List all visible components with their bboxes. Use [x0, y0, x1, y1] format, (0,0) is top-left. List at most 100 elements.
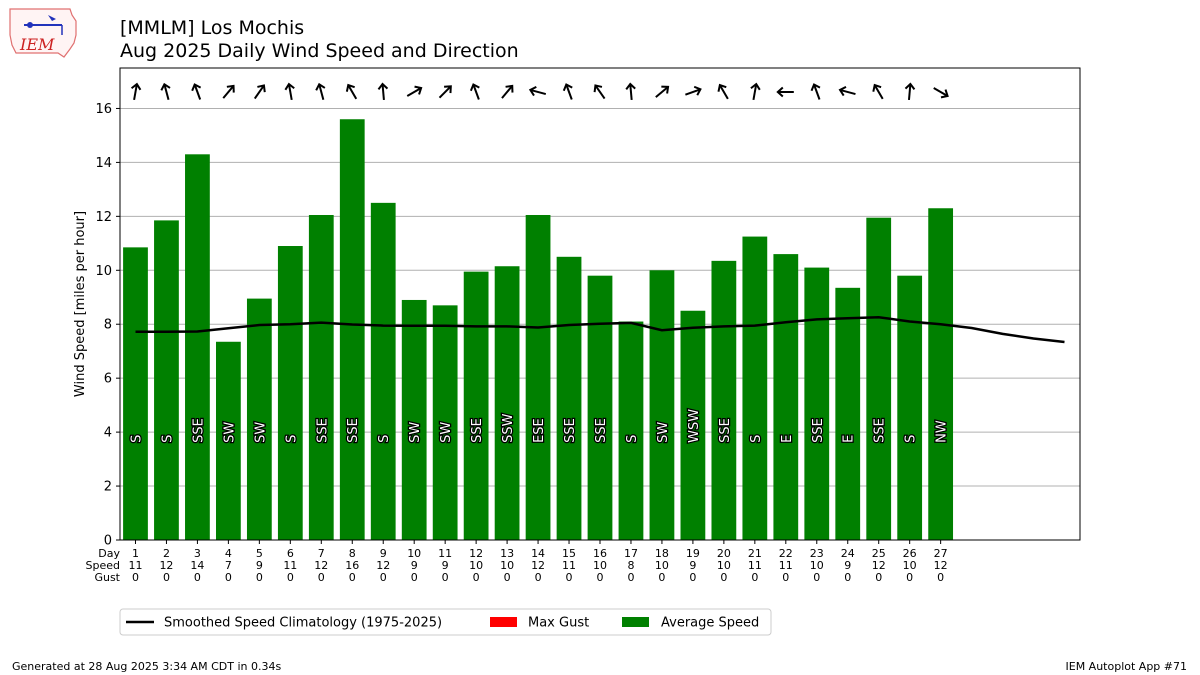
direction-label: SSW — [501, 413, 516, 443]
x-tick-speed: 11 — [283, 559, 297, 572]
avg-speed-bar — [773, 254, 799, 541]
direction-label: SW — [253, 422, 268, 443]
x-tick-gust: 0 — [937, 571, 944, 584]
x-tick-day: 18 — [655, 547, 669, 560]
x-tick-gust: 0 — [504, 571, 511, 584]
direction-label: SSE — [346, 418, 361, 443]
x-tick-day: 1 — [132, 547, 139, 560]
wind-arrow-icon — [501, 84, 514, 99]
direction-label: SSE — [191, 418, 206, 443]
x-tick-speed: 10 — [903, 559, 917, 572]
x-tick-gust: 0 — [194, 571, 201, 584]
x-tick-speed: 10 — [810, 559, 824, 572]
avg-speed-bar — [463, 271, 489, 540]
direction-label: SSE — [470, 418, 485, 443]
x-tick-gust: 0 — [535, 571, 542, 584]
x-tick-gust: 0 — [349, 571, 356, 584]
x-tick-speed: 16 — [345, 559, 359, 572]
x-tick-day: 25 — [872, 547, 886, 560]
wind-arrow-icon — [655, 85, 670, 98]
wind-arrow-icon — [345, 83, 358, 100]
wind-arrow-icon — [872, 83, 884, 100]
wind-arrow-icon — [810, 83, 821, 100]
x-tick-gust: 0 — [875, 571, 882, 584]
avg-speed-bar — [866, 217, 892, 541]
direction-label: SW — [408, 422, 423, 443]
y-tick-label: 0 — [104, 534, 112, 549]
x-tick-day: 24 — [841, 547, 855, 560]
x-tick-speed: 10 — [469, 559, 483, 572]
x-tick-day: 19 — [686, 547, 700, 560]
x-tick-speed: 10 — [655, 559, 669, 572]
avg-speed-bar — [835, 287, 861, 540]
x-tick-gust: 0 — [380, 571, 387, 584]
wind-arrow-icon — [191, 83, 202, 100]
x-row-label-gust: Gust — [94, 571, 120, 584]
x-tick-speed: 11 — [748, 559, 762, 572]
avg-speed-bar — [185, 154, 210, 540]
x-tick-gust: 0 — [287, 571, 294, 584]
x-tick-gust: 0 — [566, 571, 573, 584]
x-tick-gust: 0 — [473, 571, 480, 584]
x-tick-gust: 0 — [658, 571, 665, 584]
x-tick-gust: 0 — [132, 571, 139, 584]
avg-speed-bar — [216, 341, 241, 540]
chart-title: [MMLM] Los Mochis — [120, 17, 305, 39]
wind-arrow-icon — [406, 85, 423, 97]
wind-arrow-icon — [776, 86, 794, 98]
y-tick-label: 10 — [95, 264, 112, 279]
direction-label: E — [842, 435, 857, 443]
x-tick-speed: 9 — [411, 559, 418, 572]
y-tick-label: 16 — [95, 102, 112, 117]
wind-arrow-icon — [438, 85, 452, 99]
x-tick-gust: 0 — [411, 571, 418, 584]
x-tick-day: 20 — [717, 547, 731, 560]
direction-label: S — [129, 435, 144, 443]
x-tick-day: 10 — [407, 547, 421, 560]
x-tick-speed: 7 — [225, 559, 232, 572]
legend-climatology-label: Smoothed Speed Climatology (1975-2025) — [164, 616, 442, 631]
x-tick-speed: 11 — [128, 559, 142, 572]
wind-arrow-icon — [528, 85, 547, 97]
direction-label: SSE — [873, 418, 888, 443]
x-tick-gust: 0 — [689, 571, 696, 584]
avg-speed-bar — [401, 299, 427, 540]
y-tick-label: 6 — [104, 372, 112, 387]
avg-speed-bar — [246, 298, 272, 540]
y-tick-label: 4 — [104, 426, 112, 441]
direction-label: S — [904, 435, 919, 443]
direction-label: S — [377, 435, 392, 443]
avg-speed-bar — [680, 310, 706, 540]
wind-arrow-icon — [904, 82, 916, 101]
x-tick-day: 13 — [500, 547, 514, 560]
x-tick-gust: 0 — [627, 571, 634, 584]
x-row-label-day: Day — [98, 547, 120, 560]
direction-label: SSE — [594, 418, 609, 443]
avg-speed-bar — [370, 202, 396, 540]
x-tick-day: 11 — [438, 547, 452, 560]
avg-speed-bar — [525, 214, 551, 540]
x-tick-day: 9 — [380, 547, 387, 560]
avg-speed-bar — [277, 246, 303, 541]
wind-arrow-icon — [222, 84, 235, 99]
avg-speed-bar — [711, 260, 737, 540]
direction-label: SSE — [718, 418, 733, 443]
x-tick-day: 12 — [469, 547, 483, 560]
x-tick-speed: 12 — [531, 559, 545, 572]
y-tick-label: 14 — [95, 156, 112, 171]
x-tick-speed: 9 — [442, 559, 449, 572]
x-tick-gust: 0 — [782, 571, 789, 584]
x-tick-gust: 0 — [813, 571, 820, 584]
x-tick-day: 26 — [903, 547, 917, 560]
wind-arrow-icon — [315, 82, 326, 100]
wind-arrow-icon — [750, 82, 761, 101]
x-tick-speed: 12 — [159, 559, 173, 572]
legend-gust-swatch — [490, 617, 517, 627]
legend-avg-swatch — [622, 617, 649, 627]
direction-label: SW — [439, 422, 454, 443]
avg-speed-bar — [742, 236, 768, 541]
x-tick-gust: 0 — [318, 571, 325, 584]
y-tick-label: 8 — [104, 318, 112, 333]
direction-label: NW — [935, 420, 950, 443]
